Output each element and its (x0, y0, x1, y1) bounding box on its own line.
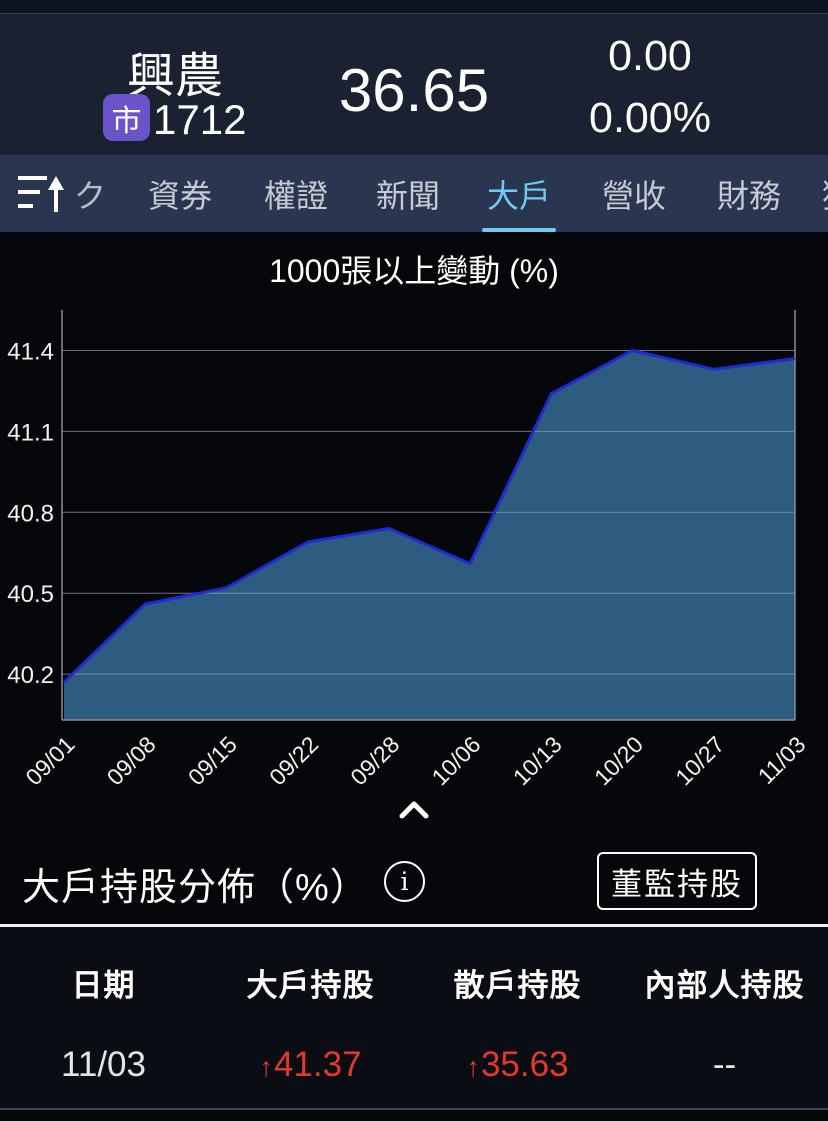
directors-holdings-button[interactable]: 董監持股 (597, 852, 757, 910)
x-tick-label: 09/28 (345, 731, 404, 790)
tab-獨[interactable]: 獨 (822, 155, 828, 232)
cell-date: 11/03 (61, 1045, 146, 1084)
tab-新聞[interactable]: 新聞 (375, 177, 441, 214)
stock-header: 興農 市 1712 36.65 0.00 0.00% (0, 14, 828, 155)
price-change-percent: 0.00% (589, 94, 711, 142)
tab-權證[interactable]: 權證 (263, 177, 329, 214)
table-header-cell: 大戶持股 (246, 968, 375, 1003)
table-header-row: 日期 大戶持股 散戶持股 內部人持股 (0, 960, 828, 1005)
top-divider (0, 0, 828, 14)
tab-營收[interactable]: 營收 (601, 177, 667, 214)
x-tick-label: 10/27 (670, 731, 729, 790)
up-arrow-icon: ↑ (466, 1052, 480, 1082)
change-block: 0.00 0.00% (560, 14, 740, 155)
x-tick-label: 10/06 (427, 731, 486, 790)
tab-大戶[interactable]: 大戶 (481, 155, 556, 232)
stock-price: 36.65 (338, 57, 490, 124)
price-change: 0.00 (608, 32, 692, 80)
cell-major-holders: ↑41.37 (259, 1045, 362, 1084)
bottom-divider (0, 1108, 828, 1110)
cell-insider-holders: -- (712, 1045, 737, 1084)
y-tick-label: 41.1 (7, 419, 54, 446)
cell-retail-holders: ↑35.63 (466, 1045, 569, 1084)
table-header-cell: 日期 (71, 968, 136, 1003)
stock-identity: 興農 市 1712 (103, 14, 263, 155)
tab-財務[interactable]: 財務 (716, 177, 782, 214)
x-tick-label: 09/01 (20, 731, 79, 790)
active-tab-underline (481, 228, 556, 232)
holders-section-title: 大戶持股分佈（%） (22, 867, 369, 909)
tab-bar: ク 資券 權證 新聞 大戶 營收 財務 獨 (0, 155, 828, 232)
info-icon[interactable]: i (384, 861, 425, 902)
tab-資券[interactable]: 資券 (147, 177, 213, 214)
x-tick-label: 09/08 (102, 731, 161, 790)
x-tick-label: 09/22 (264, 731, 323, 790)
x-tick-label: 11/03 (753, 731, 811, 789)
market-badge: 市 (103, 94, 150, 141)
y-tick-label: 41.4 (7, 339, 54, 366)
holders-change-area-chart: 41.4 41.1 40.8 40.5 40.2 09/01 09/08 09/15 09/22… (7, 310, 811, 790)
y-tick-label: 40.8 (7, 500, 54, 527)
y-tick-label: 40.2 (7, 662, 54, 689)
sort-ascending-icon[interactable] (17, 174, 67, 214)
chevron-up-icon[interactable] (399, 800, 429, 820)
table-row[interactable]: 11/03 ↑41.37 ↑35.63 -- (0, 1045, 828, 1085)
x-tick-label: 10/20 (589, 731, 648, 790)
table-header-cell: 散戶持股 (453, 968, 582, 1003)
x-tick-label: 10/13 (508, 731, 567, 790)
area-fill (64, 350, 795, 720)
table-header-cell: 內部人持股 (644, 968, 805, 1003)
section-separator (0, 924, 828, 927)
chart-title: 1000張以上變動 (%) (269, 253, 559, 289)
series-line (62, 349, 796, 684)
tab-partial-left[interactable]: ク (74, 177, 107, 214)
y-tick-label: 40.5 (7, 581, 54, 608)
up-arrow-icon: ↑ (259, 1052, 273, 1082)
x-tick-label: 09/15 (183, 731, 242, 790)
holders-table: 日期 大戶持股 散戶持股 內部人持股 11/03 ↑41.37 ↑35.63 -- (0, 927, 828, 1108)
stock-code: 1712 (153, 96, 247, 143)
